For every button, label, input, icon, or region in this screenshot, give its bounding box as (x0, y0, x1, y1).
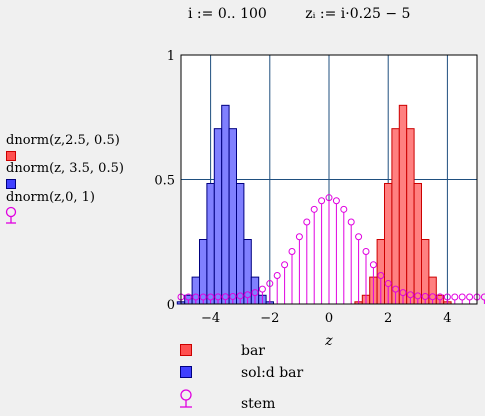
stem-marker (436, 293, 444, 301)
stem-marker (229, 292, 237, 300)
stem-marker (377, 272, 385, 280)
bar-mark (206, 182, 215, 305)
stem-marker (399, 289, 407, 297)
legend-stem-label: stem (241, 396, 276, 412)
stem-marker (303, 218, 311, 226)
bar-mark (413, 182, 423, 305)
bar-mark (384, 182, 393, 305)
stem-marker (466, 293, 474, 301)
bar-mark (398, 104, 408, 305)
stem-marker (295, 233, 303, 241)
bar-mark (221, 104, 230, 305)
stem-marker (318, 197, 326, 205)
z-definition: zᵢ := i·0.25 − 5 (305, 6, 411, 22)
legend-solid-bar-label: sol:d bar (241, 365, 304, 381)
legend-stem-icon (180, 389, 192, 408)
trace-label-1: dnorm(z,2.5, 0.5) (6, 133, 120, 148)
stem-marker (273, 272, 281, 280)
stem-marker (332, 197, 340, 205)
legend-solid-bar-swatch (180, 366, 192, 378)
stem-marker (207, 293, 215, 301)
bar-mark (406, 128, 415, 305)
stem-marker-icon (5, 206, 17, 224)
range-definition: i := 0.. 100 (188, 6, 267, 22)
bar-mark (391, 128, 400, 305)
stem-marker (244, 291, 252, 299)
stem-marker (406, 291, 414, 299)
stem-marker (199, 293, 207, 301)
stem-marker (325, 194, 333, 202)
stem-marker (340, 205, 348, 213)
x-tick-label: 0 (325, 311, 333, 326)
stem-marker (258, 285, 266, 293)
y-tick-label: 0.5 (154, 174, 175, 189)
stem-marker (369, 261, 377, 269)
stem-marker (429, 293, 437, 301)
stem-marker (192, 293, 200, 301)
legend-bar-label: bar (241, 343, 266, 359)
trace-label-2: dnorm(z, 3.5, 0.5) (6, 161, 124, 176)
stem-marker (310, 205, 318, 213)
y-tick-label: 0 (167, 298, 175, 313)
x-tick-label: 4 (443, 311, 451, 326)
bar-mark (228, 128, 238, 305)
trace-1-swatch (6, 151, 16, 161)
stem-marker (184, 293, 192, 301)
stem-marker (251, 289, 259, 297)
bar-mark (213, 128, 223, 305)
stem-marker (362, 248, 370, 256)
stem-marker (414, 292, 422, 300)
stem-marker (281, 261, 289, 269)
x-tick-label: −4 (201, 311, 220, 326)
stem-marker (288, 248, 296, 256)
bar-mark (236, 182, 245, 305)
trace-label-3: dnorm(z,0, 1) (6, 190, 95, 205)
stem-marker (443, 293, 451, 301)
trace-2-swatch (6, 179, 16, 189)
plot-frame (180, 54, 478, 305)
x-tick-label: −2 (260, 311, 279, 326)
stem-marker (355, 233, 363, 241)
x-tick-label: 2 (384, 311, 392, 326)
stem-marker (236, 292, 244, 300)
stem-marker (480, 293, 485, 301)
stem-marker (421, 292, 429, 300)
y-tick-label: 1 (167, 49, 175, 64)
x-axis-label: z (324, 333, 333, 349)
stem-marker (451, 293, 459, 301)
stem-marker (214, 293, 222, 301)
definitions: i := 0.. 100 zᵢ := i·0.25 − 5 (188, 6, 410, 22)
stem-marker (384, 280, 392, 288)
stem-marker (347, 218, 355, 226)
stem-marker (392, 285, 400, 293)
stem-marker (221, 293, 229, 301)
stem-marker (458, 293, 466, 301)
stem-marker (266, 280, 274, 288)
legend-bar-swatch (180, 344, 192, 356)
